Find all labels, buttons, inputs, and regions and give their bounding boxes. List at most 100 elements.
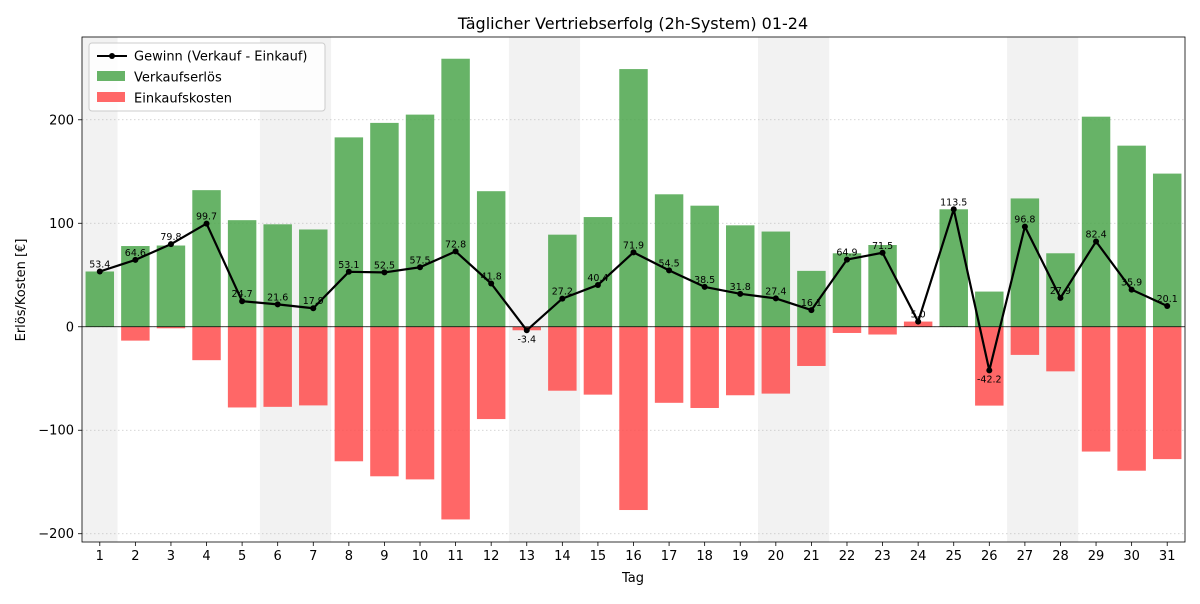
x-tick-label-23: 23 xyxy=(874,549,891,564)
value-label-day-23: 71.5 xyxy=(872,241,893,252)
cost-bar-day-7 xyxy=(299,326,328,406)
cost-bar-day-22 xyxy=(832,326,862,333)
legend-profit-marker xyxy=(109,53,115,59)
revenue-bar-day-26 xyxy=(975,291,1004,327)
x-tick-label-13: 13 xyxy=(518,549,535,564)
profit-marker-day-9 xyxy=(381,269,388,276)
value-label-day-30: 35.9 xyxy=(1121,278,1142,289)
profit-marker-day-3 xyxy=(167,241,174,248)
value-label-day-5: 24.7 xyxy=(232,289,253,300)
revenue-bar-day-8 xyxy=(334,137,364,327)
revenue-bar-day-7 xyxy=(299,229,328,327)
y-tick-label--100: −100 xyxy=(38,424,74,439)
value-label-day-27: 96.8 xyxy=(1014,215,1035,226)
profit-marker-day-26 xyxy=(986,367,993,374)
cost-bar-day-15 xyxy=(583,326,613,395)
x-tick-label-5: 5 xyxy=(238,549,246,564)
value-label-day-6: 21.6 xyxy=(267,292,288,303)
profit-marker-day-19 xyxy=(737,290,744,297)
cost-bar-day-27 xyxy=(1010,326,1040,355)
x-tick-label-12: 12 xyxy=(483,549,500,564)
revenue-bar-day-3 xyxy=(156,245,186,327)
profit-marker-day-31 xyxy=(1164,302,1171,309)
legend-label-revenue: Verkaufserlös xyxy=(134,71,222,86)
legend: Gewinn (Verkauf - Einkauf) Verkaufserlös… xyxy=(88,42,326,112)
profit-marker-day-7 xyxy=(310,305,317,312)
profit-marker-day-21 xyxy=(808,307,815,314)
profit-marker-day-28 xyxy=(1057,294,1064,301)
value-label-day-20: 27.4 xyxy=(765,286,786,297)
cost-bar-day-18 xyxy=(690,326,719,408)
profit-marker-day-22 xyxy=(843,256,850,263)
cost-bar-day-4 xyxy=(192,326,221,361)
revenue-bar-day-12 xyxy=(476,191,506,327)
cost-bar-day-3 xyxy=(156,326,186,329)
value-label-day-14: 27.2 xyxy=(552,287,573,298)
weekend-shade-day-13 xyxy=(508,37,545,542)
revenue-bar-day-14 xyxy=(548,234,577,327)
cost-bar-day-29 xyxy=(1081,326,1111,452)
cost-bar-day-23 xyxy=(868,326,897,335)
profit-marker-day-17 xyxy=(666,267,673,274)
value-label-day-31: 20.1 xyxy=(1157,294,1178,305)
profit-marker-day-20 xyxy=(772,295,779,302)
profit-marker-day-24 xyxy=(915,318,922,325)
x-tick-label-10: 10 xyxy=(412,549,429,564)
profit-marker-day-27 xyxy=(1021,223,1028,230)
x-tick-label-3: 3 xyxy=(167,549,175,564)
profit-marker-day-6 xyxy=(274,301,281,308)
cost-bar-day-12 xyxy=(476,326,506,420)
cost-bar-day-21 xyxy=(797,326,826,366)
x-tick-label-27: 27 xyxy=(1017,549,1034,564)
value-label-day-1: 53.4 xyxy=(89,259,110,270)
profit-marker-day-8 xyxy=(345,268,352,275)
cost-bar-day-28 xyxy=(1046,326,1075,372)
legend-revenue-swatch xyxy=(97,71,125,81)
value-label-day-29: 82.4 xyxy=(1085,229,1106,240)
profit-marker-day-11 xyxy=(452,248,459,255)
x-tick-label-24: 24 xyxy=(910,549,927,564)
value-label-day-10: 57.5 xyxy=(409,255,430,266)
profit-marker-day-15 xyxy=(594,281,601,288)
cost-bar-day-10 xyxy=(405,326,435,480)
y-tick-label--200: −200 xyxy=(38,527,74,542)
profit-marker-day-1 xyxy=(96,268,103,275)
x-tick-label-31: 31 xyxy=(1159,549,1176,564)
value-label-day-26: -42.2 xyxy=(977,374,1002,385)
x-tick-label-29: 29 xyxy=(1088,549,1105,564)
profit-line-layer xyxy=(96,206,1171,374)
y-tick-label-0: 0 xyxy=(66,320,74,335)
x-tick-label-28: 28 xyxy=(1052,549,1069,564)
profit-marker-day-10 xyxy=(417,264,424,271)
cost-bar-day-8 xyxy=(334,326,364,462)
x-tick-label-21: 21 xyxy=(803,549,820,564)
value-label-day-22: 64.9 xyxy=(836,248,857,259)
value-label-day-9: 52.5 xyxy=(374,260,395,271)
legend-label-profit: Gewinn (Verkauf - Einkauf) xyxy=(134,50,307,65)
profit-marker-day-12 xyxy=(488,280,495,287)
data-labels-layer: 53.4 64.6 79.8 99.7 24.7 21.6 17.9 53.1 52.5 57.5… xyxy=(89,197,1178,385)
x-tick-label-15: 15 xyxy=(590,549,607,564)
revenue-bar-day-17 xyxy=(654,194,684,327)
profit-marker-day-30 xyxy=(1128,286,1135,293)
cost-bar-day-20 xyxy=(761,326,791,394)
value-label-day-7: 17.9 xyxy=(303,296,324,307)
cost-bar-day-14 xyxy=(548,326,577,391)
value-label-day-21: 16.1 xyxy=(801,298,822,309)
profit-marker-day-23 xyxy=(879,249,886,256)
cost-bar-day-19 xyxy=(726,326,755,396)
revenue-bar-day-11 xyxy=(441,58,470,327)
legend-box xyxy=(88,42,326,112)
x-tick-label-14: 14 xyxy=(554,549,571,564)
value-label-day-2: 64.6 xyxy=(125,248,146,259)
profit-marker-day-4 xyxy=(203,220,210,227)
cost-bar-day-6 xyxy=(263,326,292,407)
x-tick-label-20: 20 xyxy=(768,549,785,564)
legend-cost-swatch xyxy=(97,92,125,102)
cost-bar-day-2 xyxy=(121,326,150,341)
revenue-bar-day-21 xyxy=(797,270,826,327)
x-tick-label-16: 16 xyxy=(625,549,642,564)
cost-bar-day-5 xyxy=(227,326,257,408)
x-tick-label-1: 1 xyxy=(96,549,104,564)
cost-bar-day-16 xyxy=(619,326,648,511)
